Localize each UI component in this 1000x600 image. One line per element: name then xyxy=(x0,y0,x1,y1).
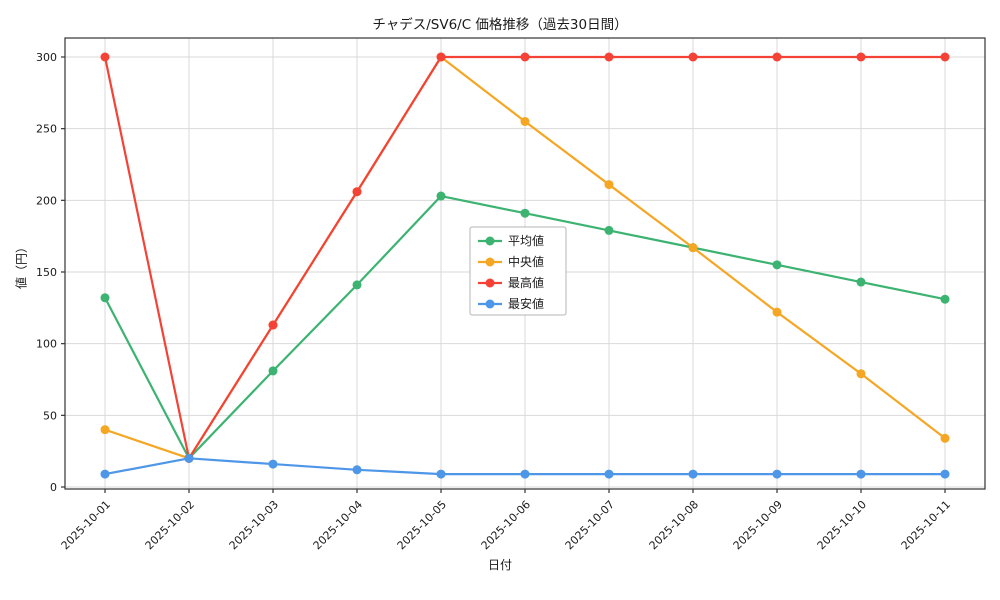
series-highest-point xyxy=(940,52,950,62)
series-highest-point xyxy=(856,52,866,62)
series-median-point xyxy=(688,243,698,253)
series-highest-point xyxy=(436,52,446,62)
series-highest-point xyxy=(604,52,614,62)
series-lowest-point xyxy=(856,469,866,479)
series-median-point xyxy=(856,369,866,379)
series-lowest-point xyxy=(520,469,530,479)
y-tick-label: 200 xyxy=(36,194,57,207)
series-average-point xyxy=(772,260,782,270)
x-tick-label: 2025-10-04 xyxy=(311,498,365,552)
legend-marker-average xyxy=(485,236,495,246)
series-median-point xyxy=(772,307,782,317)
series-lowest-point xyxy=(604,469,614,479)
y-tick-label: 150 xyxy=(36,266,57,279)
x-tick-label: 2025-10-11 xyxy=(899,498,953,552)
x-tick-label: 2025-10-05 xyxy=(395,498,449,552)
series-highest-point xyxy=(100,52,110,62)
series-average-point xyxy=(856,277,866,287)
series-lowest-point xyxy=(184,453,194,463)
series-average-point xyxy=(940,294,950,304)
series-median-point xyxy=(604,180,614,190)
x-tick-label: 2025-10-08 xyxy=(647,498,701,552)
series-average-point xyxy=(520,208,530,218)
series-average-point xyxy=(100,293,110,303)
series-highest-point xyxy=(352,187,362,197)
legend-box xyxy=(469,226,567,316)
y-tick-label: 100 xyxy=(36,338,57,351)
series-average-point xyxy=(352,280,362,290)
series-highest-point xyxy=(268,320,278,330)
x-tick-label: 2025-10-07 xyxy=(563,498,617,552)
series-average-point xyxy=(268,366,278,376)
series-lowest-point xyxy=(688,469,698,479)
x-axis-label: 日付 xyxy=(487,558,512,572)
series-median-point xyxy=(100,425,110,435)
series-highest-point xyxy=(520,52,530,62)
series-highest-point xyxy=(688,52,698,62)
series-lowest-point xyxy=(436,469,446,479)
series-lowest-point xyxy=(772,469,782,479)
x-tick-label: 2025-10-10 xyxy=(815,498,869,552)
x-tick-label: 2025-10-02 xyxy=(143,498,197,552)
series-lowest-point xyxy=(352,465,362,475)
legend-label-highest: 最高値 xyxy=(508,275,544,290)
legend-label-lowest: 最安値 xyxy=(508,296,544,311)
series-lowest-point xyxy=(100,469,110,479)
series-highest-point xyxy=(772,52,782,62)
x-tick-label: 2025-10-09 xyxy=(731,498,785,552)
legend-marker-median xyxy=(485,257,495,267)
legend-label-median: 中央値 xyxy=(508,254,544,269)
x-tick-label: 2025-10-01 xyxy=(59,498,113,552)
x-tick-label: 2025-10-06 xyxy=(479,498,533,552)
y-tick-label: 50 xyxy=(43,409,57,422)
series-lowest-point xyxy=(940,469,950,479)
legend-marker-lowest xyxy=(485,299,495,309)
series-median-point xyxy=(520,117,530,126)
series-average-point xyxy=(436,191,446,201)
legend-label-average: 平均値 xyxy=(508,233,544,248)
y-tick-label: 0 xyxy=(50,481,57,494)
series-median-point xyxy=(940,433,950,443)
chart-title: チャデス/SV6/C 価格推移（過去30日間） xyxy=(372,17,628,33)
legend-marker-highest xyxy=(485,278,495,288)
x-tick-label: 2025-10-03 xyxy=(227,498,281,552)
series-average-point xyxy=(604,225,614,235)
y-tick-label: 300 xyxy=(36,51,57,64)
series-lowest-point xyxy=(268,459,278,469)
y-tick-label: 250 xyxy=(36,123,57,136)
